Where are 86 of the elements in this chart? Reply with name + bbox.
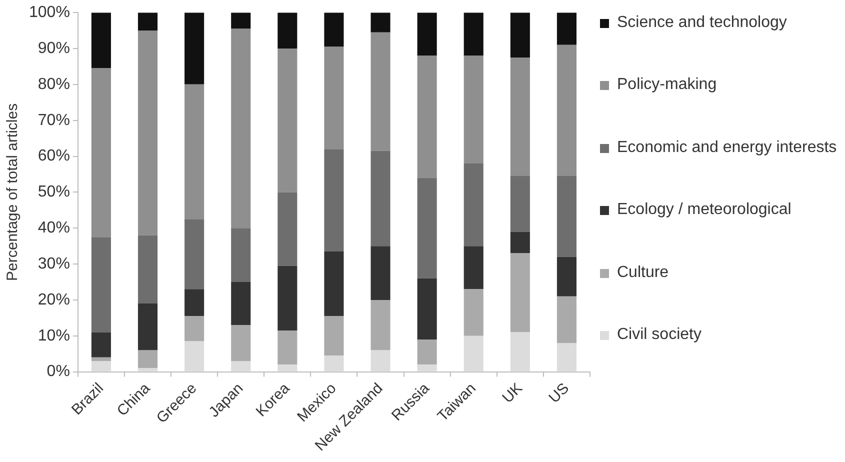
bar: [184, 219, 204, 290]
bar: [417, 364, 437, 372]
bar: [556, 176, 576, 257]
bar: [91, 12, 111, 68]
bar: [324, 251, 344, 316]
bar: [138, 304, 158, 350]
bar: [556, 256, 576, 296]
legend-label: Economic and energy interests: [617, 138, 837, 157]
bar: [370, 150, 390, 246]
bar: [324, 46, 344, 150]
bar: [138, 235, 158, 304]
bar: [417, 56, 437, 178]
bar: [464, 163, 484, 246]
bar: [278, 266, 298, 330]
bar: [556, 343, 576, 372]
bar: [510, 232, 530, 254]
bar: [370, 246, 390, 300]
bar: [278, 12, 298, 49]
bar: [278, 364, 298, 372]
bar: [91, 357, 111, 361]
bar: [464, 56, 484, 164]
legend-label: Ecology / meteorological: [617, 201, 792, 220]
bar: [417, 278, 437, 340]
y-axis-title: Percentage of total articles: [4, 103, 22, 281]
y-tick-label: 100%: [29, 4, 70, 22]
bar: [184, 12, 204, 84]
bar: [184, 289, 204, 316]
bar: [324, 149, 344, 252]
bar: [464, 246, 484, 290]
bar: [370, 300, 390, 350]
y-tick-label: 60%: [38, 148, 70, 165]
bar: [370, 12, 390, 32]
bar: [231, 325, 251, 361]
bar: [231, 282, 251, 326]
bar: [464, 289, 484, 336]
legend-label: Policy-making: [617, 76, 717, 94]
bar: [417, 178, 437, 278]
bar: [91, 361, 111, 372]
y-tick-label: 40%: [38, 220, 70, 237]
legend-label: Culture: [617, 264, 669, 282]
bar: [417, 12, 437, 56]
bar: [91, 237, 111, 332]
bar: [138, 368, 158, 372]
bar: [464, 12, 484, 56]
x-tick-label: UK: [499, 380, 526, 407]
bar: [278, 48, 298, 192]
bar: [91, 332, 111, 358]
bar: [91, 68, 111, 238]
bar: [556, 44, 576, 176]
y-tick-label: 50%: [38, 184, 70, 201]
bar: [510, 57, 530, 176]
y-tick-label: 90%: [38, 40, 70, 57]
bar: [370, 350, 390, 372]
y-tick-label: 80%: [38, 76, 70, 93]
bar: [324, 316, 344, 356]
bar: [138, 350, 158, 368]
y-tick-label: 30%: [38, 255, 70, 272]
bar: [324, 356, 344, 372]
bar: [324, 12, 344, 47]
bar: [184, 316, 204, 342]
y-tick-label: 20%: [38, 291, 70, 308]
y-tick-label: 10%: [38, 327, 70, 344]
bar: [510, 253, 530, 332]
bar: [231, 28, 251, 228]
bar: [231, 228, 251, 282]
bar: [464, 336, 484, 372]
legend-label: Science and technology: [617, 14, 787, 32]
bar: [278, 192, 298, 266]
y-tick-label: 0%: [46, 363, 70, 380]
x-tick-label: US: [546, 380, 572, 407]
bar: [556, 12, 576, 45]
bar: [138, 30, 158, 236]
bar: [510, 332, 530, 372]
bar: [138, 12, 158, 31]
bar: [184, 341, 204, 372]
bar: [231, 12, 251, 29]
bar: [417, 339, 437, 365]
bar: [510, 12, 530, 58]
y-tick-label: 70%: [38, 112, 70, 129]
bar: [510, 176, 530, 232]
bar: [556, 296, 576, 344]
bar: [278, 330, 298, 365]
bar: [370, 32, 390, 151]
bar: [184, 84, 204, 220]
legend-label: Civil society: [617, 326, 702, 344]
bar: [231, 361, 251, 372]
